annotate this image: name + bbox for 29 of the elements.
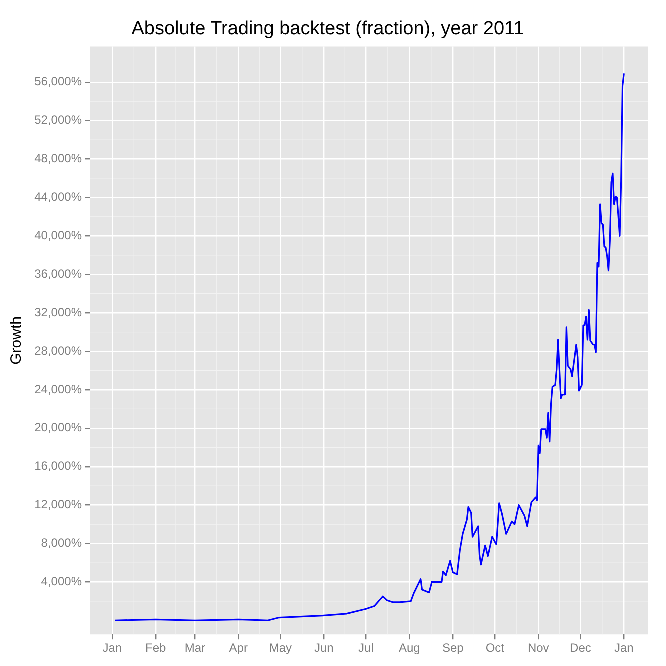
x-tick-label: Jan	[102, 641, 122, 656]
y-tick-label: 16,000%	[34, 459, 82, 474]
x-tick-label: Jan	[614, 641, 634, 656]
y-tick-label: 44,000%	[34, 190, 82, 204]
chart-title: Absolute Trading backtest (fraction), year 2011	[132, 18, 524, 40]
x-tick-label: Oct	[486, 641, 506, 656]
x-tick-label: May	[269, 641, 292, 656]
y-tick-label: 32,000%	[34, 305, 82, 320]
y-tick-label: 24,000%	[34, 382, 82, 396]
y-axis-title: Growth	[8, 316, 26, 365]
x-tick-label: Jul	[358, 641, 374, 656]
y-tick-label: 8,000%	[41, 536, 82, 550]
y-tick-label: 56,000%	[34, 74, 82, 89]
y-tick-label: 28,000%	[34, 344, 82, 358]
x-tick-label: Jun	[314, 641, 334, 656]
y-tick-label: 20,000%	[34, 420, 82, 435]
x-tick-label: Aug	[398, 641, 420, 656]
y-tick-label: 12,000%	[34, 498, 82, 512]
x-tick-label: Feb	[146, 641, 167, 656]
y-tick-label: 36,000%	[34, 266, 82, 281]
y-tick-label: 52,000%	[34, 113, 82, 128]
x-tick-label: Apr	[229, 641, 248, 656]
x-tick-label: Nov	[528, 641, 550, 656]
y-tick-label: 40,000%	[34, 228, 82, 242]
y-tick-label: 48,000%	[34, 152, 82, 166]
y-tick-label: 4,000%	[41, 574, 82, 589]
x-tick-label: Dec	[570, 641, 592, 656]
x-tick-label: Mar	[184, 641, 206, 656]
x-tick-label: Sep	[442, 641, 464, 656]
